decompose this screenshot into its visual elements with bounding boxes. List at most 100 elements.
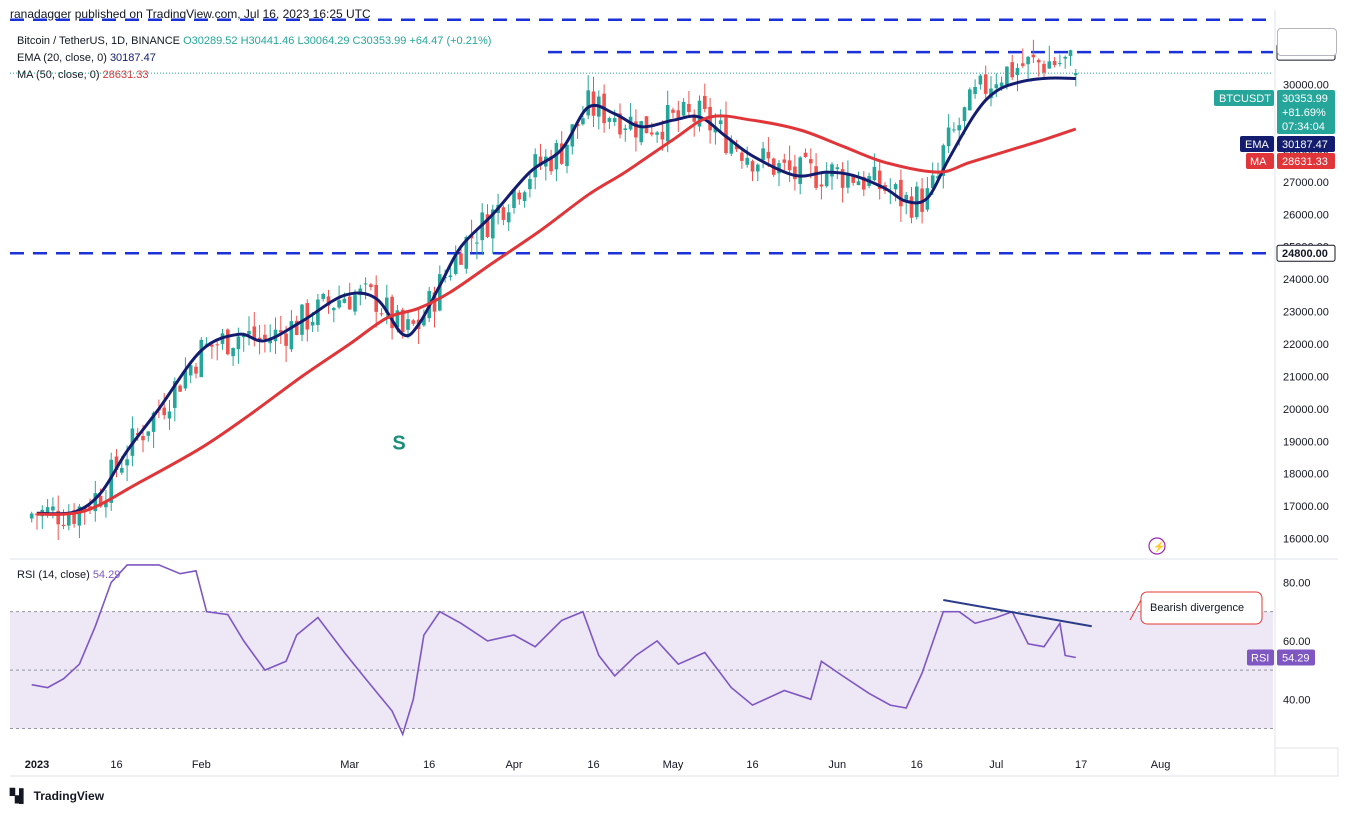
candle-body bbox=[586, 90, 590, 116]
candle-body bbox=[968, 89, 972, 111]
symbol-name: Bitcoin / TetherUS, 1D, BINANCE bbox=[17, 35, 181, 47]
tradingview-logo[interactable]: ▚▌ TradingView bbox=[10, 788, 104, 804]
candle-body bbox=[703, 95, 707, 109]
time-axis-tick-label: Jul bbox=[989, 759, 1003, 771]
candle-body bbox=[962, 107, 967, 121]
candle-body bbox=[1042, 63, 1046, 73]
candle-body bbox=[1047, 61, 1052, 69]
rsi-axis-tick-label: 60.00 bbox=[1283, 636, 1311, 648]
candle-body bbox=[676, 110, 681, 120]
candle-body bbox=[395, 310, 400, 328]
ema-label: EMA (20, close, 0) bbox=[17, 52, 107, 64]
bearish-divergence-label: Bearish divergence bbox=[1150, 602, 1244, 614]
candle-body bbox=[565, 144, 569, 166]
candle-body bbox=[93, 493, 98, 512]
candle-body bbox=[787, 160, 792, 171]
rsi-axis-tick-label: 80.00 bbox=[1283, 577, 1311, 589]
axis-corner bbox=[1274, 747, 1339, 777]
candle-body bbox=[512, 189, 516, 209]
rsi-value-tag-bg bbox=[1277, 649, 1315, 666]
candle-body bbox=[1052, 60, 1057, 65]
candle-body bbox=[61, 524, 66, 527]
candle-body bbox=[957, 125, 961, 131]
candle-body bbox=[983, 74, 988, 94]
publisher-line: ranadagger published on TradingView.com,… bbox=[10, 7, 371, 21]
price-axis-tick-label: 20000.00 bbox=[1283, 404, 1329, 416]
candle-body bbox=[464, 236, 469, 269]
candle-body bbox=[29, 513, 34, 519]
candle-body bbox=[151, 412, 156, 432]
candle-body bbox=[141, 435, 145, 441]
price-axis-tick-label: 24000.00 bbox=[1283, 274, 1329, 286]
candle-body bbox=[941, 145, 946, 176]
btc-name-tag: BTCUSDT bbox=[1219, 93, 1271, 105]
time-axis-tick-label: 16 bbox=[423, 759, 435, 771]
chart-settings-button[interactable] bbox=[1277, 28, 1337, 56]
candle-body bbox=[559, 143, 564, 164]
candle-body bbox=[347, 296, 352, 310]
candle-body bbox=[448, 275, 453, 278]
candle-body bbox=[56, 510, 60, 525]
candle-body bbox=[909, 196, 914, 218]
candle-body bbox=[485, 214, 490, 238]
candle-body bbox=[554, 143, 559, 170]
candle-body bbox=[252, 326, 257, 340]
candle-body bbox=[650, 132, 654, 135]
time-axis-tick-label: Feb bbox=[192, 759, 211, 771]
candle-body bbox=[146, 431, 151, 436]
candle-body bbox=[740, 152, 744, 161]
rsi-legend[interactable]: RSI (14, close) 54.29 bbox=[17, 569, 120, 581]
candle-body bbox=[1063, 56, 1067, 59]
candle-body bbox=[978, 75, 983, 85]
price-axis-tick-label: 21000.00 bbox=[1283, 371, 1329, 383]
candle-body bbox=[411, 320, 416, 324]
ema-value: 30187.47 bbox=[109, 52, 156, 64]
candle-body bbox=[856, 181, 861, 186]
candle-body bbox=[194, 366, 198, 374]
candle-body bbox=[639, 121, 643, 143]
candle-body bbox=[226, 329, 230, 355]
candle-body bbox=[257, 337, 262, 340]
candle-body bbox=[438, 274, 442, 311]
candle-body bbox=[1026, 56, 1030, 65]
time-axis-tick-label: Mar bbox=[340, 759, 359, 771]
candle-body bbox=[321, 294, 325, 299]
candle-body bbox=[973, 86, 977, 95]
candle-body bbox=[750, 161, 755, 172]
candle-body bbox=[1031, 54, 1036, 58]
candle-body bbox=[178, 385, 182, 392]
lightning-icon bbox=[1148, 537, 1166, 555]
candle-body bbox=[82, 507, 87, 510]
candle-body bbox=[167, 411, 172, 419]
candle-body bbox=[681, 101, 686, 116]
candle-body bbox=[623, 128, 628, 131]
candle-body bbox=[1068, 50, 1073, 56]
ema-legend[interactable]: EMA (20, close, 0) 30187.47 bbox=[17, 52, 156, 64]
candle-body bbox=[162, 407, 166, 416]
rsi-line bbox=[31, 564, 1076, 737]
candle-body bbox=[289, 321, 294, 350]
candle-body bbox=[660, 131, 665, 140]
candle-body bbox=[718, 120, 723, 125]
candle-body bbox=[533, 154, 537, 178]
ma-value: 28631.33 bbox=[102, 69, 149, 81]
close-value: C30353.99 bbox=[352, 35, 407, 47]
candle-body bbox=[268, 340, 272, 344]
ema-name-tag: EMA bbox=[1245, 139, 1270, 151]
candle-body bbox=[708, 106, 712, 131]
candle-body bbox=[369, 284, 373, 288]
price-axis-tick-label: 18000.00 bbox=[1283, 469, 1329, 481]
candle-body bbox=[782, 159, 787, 163]
candle-body bbox=[946, 127, 951, 147]
ma-name-tag-bg bbox=[1246, 153, 1274, 169]
time-axis-tick-label: 2023 bbox=[25, 759, 49, 771]
level-label-24800-bg bbox=[1277, 245, 1335, 262]
candle-body bbox=[379, 313, 384, 315]
candle-body bbox=[204, 343, 209, 345]
ma-legend[interactable]: MA (50, close, 0) 28631.33 bbox=[17, 69, 149, 81]
candle-body bbox=[104, 501, 108, 508]
candle-body bbox=[994, 84, 999, 89]
candle-body bbox=[655, 132, 659, 135]
candle-body bbox=[803, 152, 808, 157]
